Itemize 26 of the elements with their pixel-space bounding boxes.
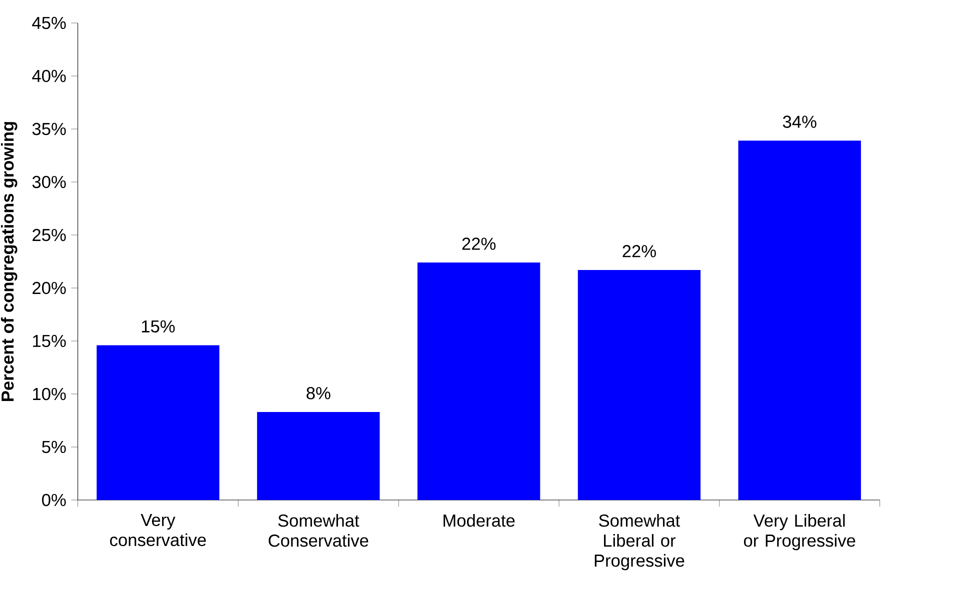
y-tick-label: 10% xyxy=(33,388,66,400)
y-axis-title: Percent of congregations growing xyxy=(1,122,18,401)
y-tick-label: 45% xyxy=(32,16,66,30)
data-label: 15% xyxy=(142,320,175,333)
x-tick-label: Moderate xyxy=(444,514,515,527)
x-tick-label: Very Liberal or Progressive xyxy=(744,514,856,550)
y-tick-label: 0% xyxy=(42,494,66,506)
y-tick-label: 40% xyxy=(32,70,66,82)
bar xyxy=(96,345,220,500)
bar xyxy=(417,262,540,500)
y-tick-label: 35% xyxy=(32,122,66,136)
bar xyxy=(738,140,861,500)
y-tick-label: 15% xyxy=(33,334,66,348)
data-label: 22% xyxy=(622,245,656,258)
x-tick-label: Very conservative xyxy=(110,514,206,546)
y-tick-label: 5% xyxy=(42,440,66,454)
data-label: 34% xyxy=(782,116,816,128)
y-tick-label: 25% xyxy=(32,228,66,242)
x-tick-label: Somewhat Conservative xyxy=(268,514,368,547)
x-tick-label: Somewhat Liberal or Progressive xyxy=(594,514,684,570)
y-tick-label: 20% xyxy=(32,282,66,294)
y-tick-label: 30% xyxy=(32,176,66,188)
data-label: 22% xyxy=(462,238,496,250)
data-label: 8% xyxy=(306,387,330,400)
bar xyxy=(578,270,701,500)
bar xyxy=(257,412,380,500)
